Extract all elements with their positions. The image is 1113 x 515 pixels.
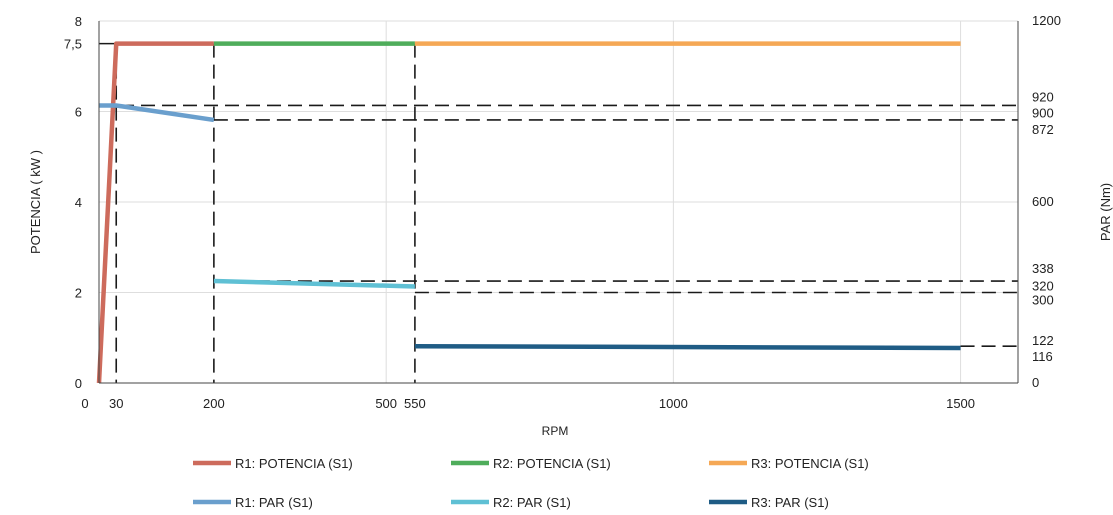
x-tick-label: 550 bbox=[404, 396, 426, 411]
y-right-tick-label: 900 bbox=[1032, 106, 1054, 121]
series-lines bbox=[96, 41, 961, 384]
y-right-tick-label: 1200 bbox=[1032, 13, 1061, 28]
x-tick-label: 200 bbox=[203, 396, 225, 411]
y-right-tick-label: 320 bbox=[1032, 278, 1054, 293]
y-left-tick-label: 2 bbox=[75, 286, 82, 301]
y-left-tick-label: 8 bbox=[75, 14, 82, 29]
y-right-tick-label: 920 bbox=[1032, 89, 1054, 104]
y-right-tick-label: 338 bbox=[1032, 261, 1054, 276]
y-left-tick-label: 7,5 bbox=[64, 37, 82, 52]
legend-label-3: R3: POTENCIA (S1) bbox=[751, 456, 869, 471]
legend-label-1: R1: POTENCIA (S1) bbox=[235, 456, 353, 471]
reference-lines bbox=[99, 42, 1018, 383]
x-tick-label: 0 bbox=[81, 396, 88, 411]
y-left-tick-label: 0 bbox=[75, 376, 82, 391]
x-tick-labels: 0 30 200 500 550 1000 1500 bbox=[81, 396, 975, 411]
series-line-1 bbox=[96, 41, 214, 384]
y-left-axis-label: POTENCIA ( kW ) bbox=[28, 150, 43, 254]
legend-label-4: R1: PAR (S1) bbox=[235, 495, 313, 510]
y-left-tick-labels: 0 2 4 6 7,5 8 bbox=[64, 14, 82, 391]
x-axis-label: RPM bbox=[542, 424, 569, 438]
axes bbox=[98, 21, 1019, 384]
legend: R1: POTENCIA (S1) R2: POTENCIA (S1) R3: PO… bbox=[193, 456, 869, 510]
y-right-axis-label: PAR (Nm) bbox=[1098, 183, 1113, 241]
y-right-tick-label: 600 bbox=[1032, 194, 1054, 209]
y-left-tick-label: 6 bbox=[75, 105, 82, 120]
legend-label-2: R2: POTENCIA (S1) bbox=[493, 456, 611, 471]
y-right-tick-label: 300 bbox=[1032, 293, 1054, 308]
legend-label-6: R3: PAR (S1) bbox=[751, 495, 829, 510]
x-tick-label: 1000 bbox=[659, 396, 688, 411]
y-left-tick-label: 4 bbox=[75, 195, 82, 210]
y-right-tick-label: 872 bbox=[1032, 122, 1054, 137]
legend-label-5: R2: PAR (S1) bbox=[493, 495, 571, 510]
x-tick-label: 1500 bbox=[946, 396, 975, 411]
y-right-tick-label: 0 bbox=[1032, 375, 1039, 390]
series-line-6 bbox=[414, 343, 961, 351]
y-right-tick-label: 122 bbox=[1032, 333, 1054, 348]
x-tick-label: 30 bbox=[109, 396, 123, 411]
grid bbox=[99, 20, 1018, 383]
series-line-4 bbox=[99, 103, 215, 123]
y-right-tick-label: 116 bbox=[1032, 349, 1053, 364]
series-line-5 bbox=[213, 278, 415, 289]
x-tick-label: 500 bbox=[375, 396, 397, 411]
